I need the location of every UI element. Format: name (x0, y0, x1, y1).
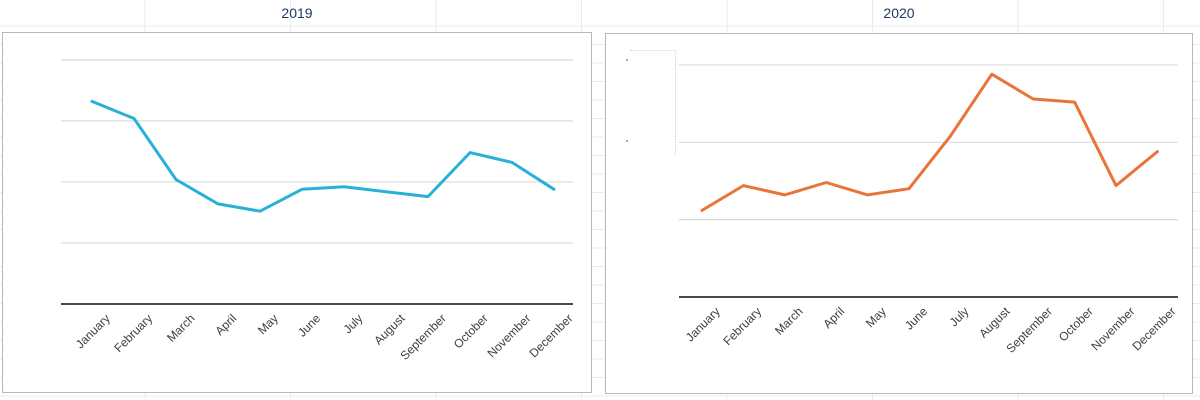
series-line-2019 (90, 99, 556, 213)
chart-card-2019[interactable]: January February March April May June July Augu… (2, 32, 592, 393)
chart-title-2020: 2020 (883, 5, 915, 21)
y-axis-label-artifact-lower (626, 140, 628, 142)
series-line-2020 (700, 72, 1159, 212)
plot-area-2020-line-chart (679, 64, 1178, 298)
chart-title-2019: 2019 (281, 5, 313, 21)
y-axis-label-artifact-upper (626, 59, 628, 61)
plot-area-2019-line-chart (61, 59, 573, 305)
chart-card-2020[interactable]: January February March April May June July Augu… (605, 33, 1193, 394)
hidden-y-axis-label-region (630, 50, 676, 155)
